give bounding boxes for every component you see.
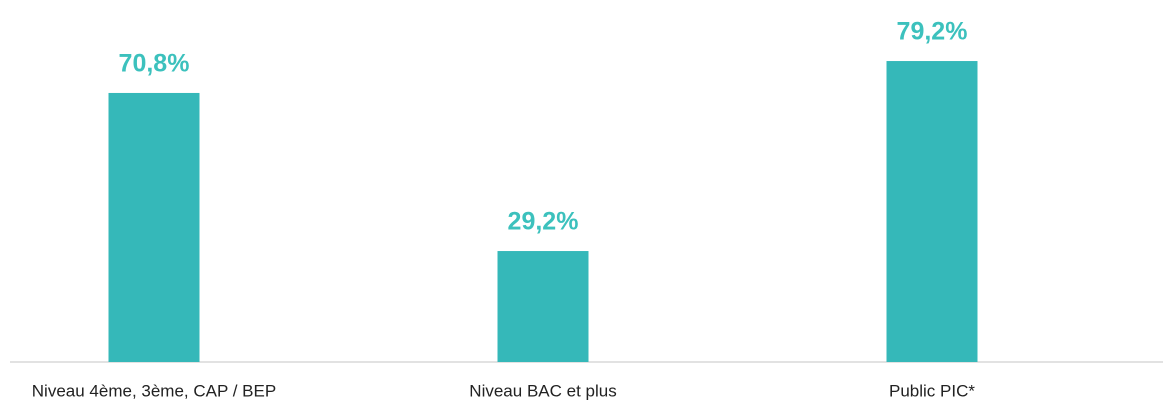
x-tick-label: Niveau 4ème, 3ème, CAP / BEP	[32, 381, 276, 400]
value-label: 29,2%	[508, 208, 579, 236]
x-tick-label: Niveau BAC et plus	[469, 381, 616, 400]
bar	[497, 251, 589, 362]
bar	[108, 92, 200, 363]
x-tick-label: Public PIC*	[889, 381, 975, 400]
bar	[886, 61, 978, 362]
value-label: 79,2%	[897, 18, 968, 46]
value-label: 70,8%	[119, 50, 190, 78]
